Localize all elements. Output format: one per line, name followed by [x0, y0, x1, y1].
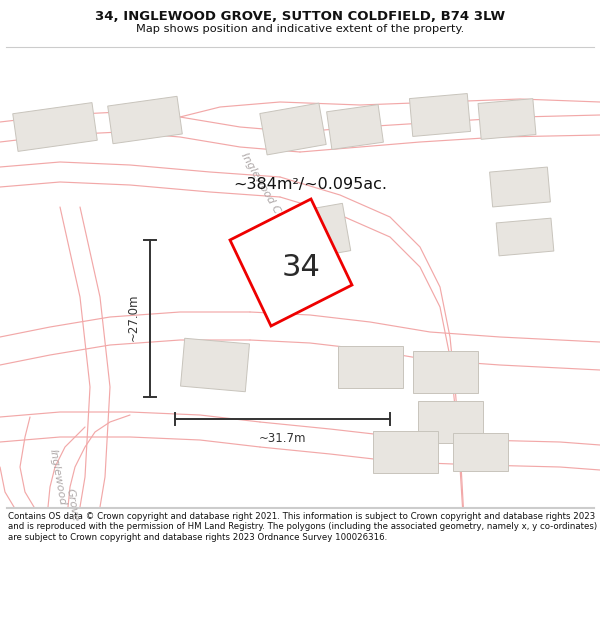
Polygon shape	[373, 431, 437, 473]
Text: Contains OS data © Crown copyright and database right 2021. This information is : Contains OS data © Crown copyright and d…	[8, 512, 597, 542]
Polygon shape	[496, 218, 554, 256]
Polygon shape	[326, 104, 383, 149]
Polygon shape	[285, 203, 351, 261]
Polygon shape	[409, 94, 470, 136]
Text: 34: 34	[281, 253, 320, 282]
Polygon shape	[452, 433, 508, 471]
Text: Map shows position and indicative extent of the property.: Map shows position and indicative extent…	[136, 24, 464, 34]
Polygon shape	[413, 351, 478, 393]
Text: ~31.7m: ~31.7m	[258, 432, 306, 445]
Polygon shape	[107, 96, 182, 144]
Polygon shape	[260, 103, 326, 155]
Polygon shape	[181, 338, 250, 392]
Polygon shape	[230, 199, 352, 326]
Polygon shape	[337, 346, 403, 388]
Text: Inglewood Cove: Inglewood Cove	[239, 151, 292, 233]
Text: 34, INGLEWOOD GROVE, SUTTON COLDFIELD, B74 3LW: 34, INGLEWOOD GROVE, SUTTON COLDFIELD, B…	[95, 11, 505, 23]
Text: Inglewood: Inglewood	[48, 448, 68, 506]
Polygon shape	[490, 167, 550, 207]
Polygon shape	[478, 99, 536, 139]
Polygon shape	[13, 102, 97, 151]
Text: ~27.0m: ~27.0m	[127, 293, 140, 341]
Text: Grove: Grove	[64, 488, 80, 522]
Polygon shape	[418, 401, 482, 443]
Text: ~384m²/~0.095ac.: ~384m²/~0.095ac.	[233, 176, 387, 191]
